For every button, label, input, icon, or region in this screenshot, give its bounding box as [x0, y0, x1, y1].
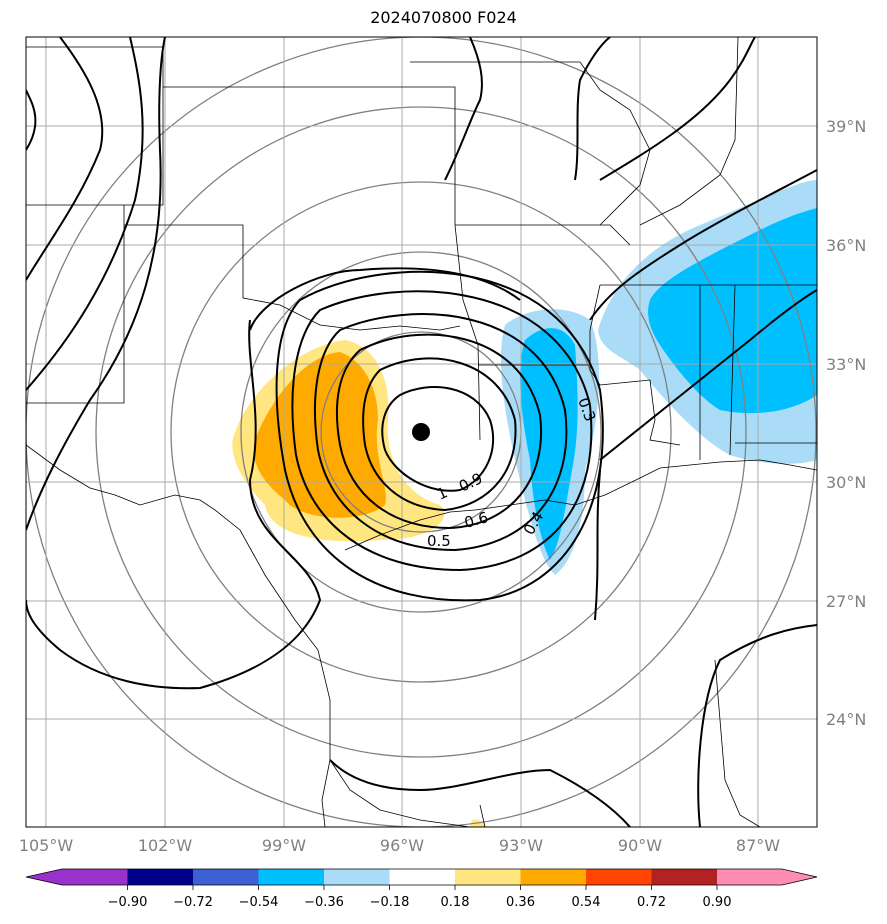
map-frame: [25, 36, 818, 828]
lon-label-102w: 102°W: [138, 836, 193, 855]
colorbar-segment: [520, 869, 586, 885]
colorbar-segment: [717, 869, 782, 885]
colorbar-tick-label: −0.90: [108, 895, 148, 910]
contour-label-0-6: 0.6: [462, 508, 490, 532]
colorbar-tick-label: 0.18: [441, 895, 470, 910]
lat-label-36n: 36°N: [826, 236, 866, 255]
political-borders: [26, 37, 817, 827]
lon-label-99w: 99°W: [262, 836, 306, 855]
shading-negative: [500, 180, 817, 575]
colorbar: −0.90 −0.72 −0.54 −0.36 −0.18 0.18 0.36 …: [25, 868, 818, 910]
map-title: 2024070800 F024: [370, 8, 517, 27]
lat-label-27n: 27°N: [826, 592, 866, 611]
colorbar-tick-label: −0.18: [370, 895, 410, 910]
lat-label-39n: 39°N: [826, 117, 866, 136]
latitude-labels: 39°N 36°N 33°N 30°N 27°N 24°N: [826, 117, 866, 729]
contour-label-0-5: 0.5: [427, 532, 451, 550]
lat-label-33n: 33°N: [826, 355, 866, 374]
range-rings: [26, 37, 817, 827]
colorbar-extend-low: [26, 869, 62, 885]
colorbar-segment: [455, 869, 521, 885]
colorbar-segment: [389, 869, 455, 885]
map-area: 0.9 1 0.6 0.5 0.4 0.3: [26, 37, 817, 827]
colorbar-segment: [258, 869, 324, 885]
contour-label-1: 1: [434, 483, 450, 503]
colorbar-tick-label: 0.36: [506, 895, 535, 910]
colorbar-extend-high: [782, 869, 817, 885]
lon-label-96w: 96°W: [380, 836, 424, 855]
colorbar-tick-label: −0.36: [304, 895, 344, 910]
lat-label-24n: 24°N: [826, 710, 866, 729]
colorbar-outline: [25, 868, 818, 886]
colorbar-segment: [586, 869, 652, 885]
colorbar-segment: [651, 869, 717, 885]
colorbar-segment: [193, 869, 259, 885]
storm-center-marker: [412, 423, 430, 441]
colorbar-tick-label: 0.90: [703, 895, 732, 910]
lat-label-30n: 30°N: [826, 473, 866, 492]
lon-label-87w: 87°W: [736, 836, 780, 855]
colorbar-segment: [324, 869, 390, 885]
colorbar-segment: [127, 869, 193, 885]
colorbar-tick-label: 0.72: [637, 895, 666, 910]
graticule: [26, 37, 817, 827]
colorbar-tick-label: −0.54: [239, 895, 279, 910]
lon-label-93w: 93°W: [499, 836, 543, 855]
colorbar-segment: [62, 869, 128, 885]
lon-label-90w: 90°W: [618, 836, 662, 855]
colorbar-tick-label: 0.54: [572, 895, 601, 910]
contour-lines: [26, 37, 817, 827]
longitude-labels: 105°W 102°W 99°W 96°W 93°W 90°W 87°W: [19, 836, 780, 855]
lon-label-105w: 105°W: [19, 836, 74, 855]
colorbar-tick-label: −0.72: [173, 895, 213, 910]
